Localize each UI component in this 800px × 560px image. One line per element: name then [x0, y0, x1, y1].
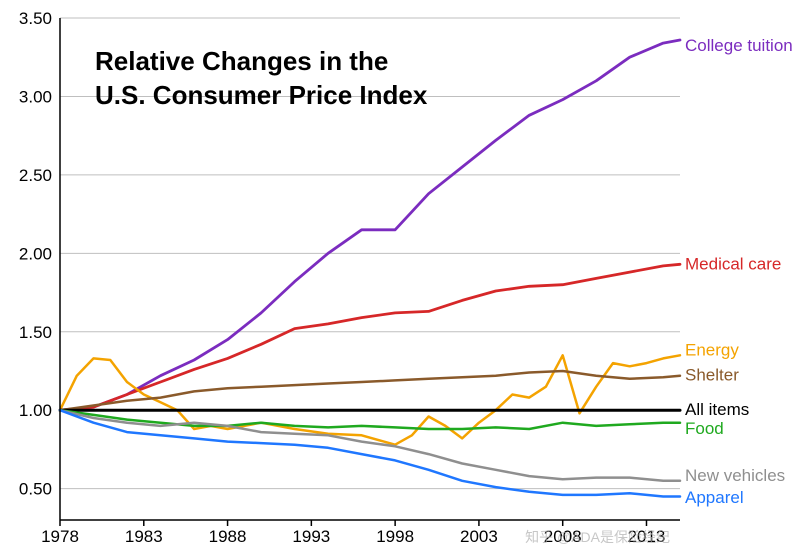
series-label: Shelter: [685, 366, 739, 385]
x-tick-label: 2003: [460, 527, 498, 546]
y-tick-label: 3.50: [19, 9, 52, 28]
cpi-line-chart: 0.50 1.00 1.50 2.00 2.50 3.00 3.50 1978 1983 1988…: [0, 0, 800, 560]
series-label: Food: [685, 419, 724, 438]
x-tick-label: 1993: [292, 527, 330, 546]
series-label: Energy: [685, 341, 739, 360]
x-tick-label: 1998: [376, 527, 414, 546]
y-tick-label: 3.00: [19, 87, 52, 106]
series-label: College tuition: [685, 36, 793, 55]
chart-title: U.S. Consumer Price Index: [95, 80, 428, 110]
x-tick-label: 1983: [125, 527, 163, 546]
chart-title: Relative Changes in the: [95, 46, 388, 76]
x-tick-label: 1988: [209, 527, 247, 546]
y-tick-label: 1.50: [19, 323, 52, 342]
watermark: 知乎 @ADA是保险经纪: [525, 529, 670, 545]
series-label: Apparel: [685, 488, 744, 507]
y-tick-label: 2.00: [19, 244, 52, 263]
y-tick-label: 0.50: [19, 480, 52, 499]
x-tick-label: 1978: [41, 527, 79, 546]
series-label: New vehicles: [685, 466, 785, 485]
y-tick-label: 1.00: [19, 401, 52, 420]
y-tick-label: 2.50: [19, 166, 52, 185]
series-label: Medical care: [685, 254, 781, 273]
series-label: All items: [685, 400, 749, 419]
